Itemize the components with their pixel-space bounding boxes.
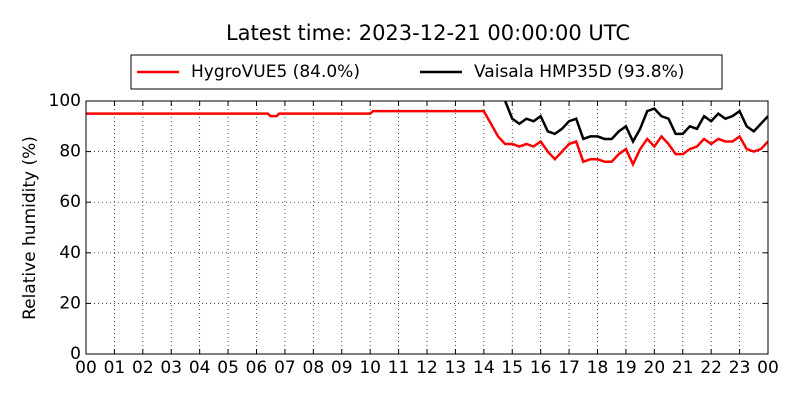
x-tick-label: 10	[359, 358, 381, 378]
data-line	[86, 109, 768, 168]
y-tick-label: 80	[59, 142, 81, 162]
x-tick-label: 12	[416, 358, 438, 378]
x-tick-label: 19	[615, 358, 637, 378]
x-tick-label: 02	[132, 358, 154, 378]
x-tick-label: 05	[217, 358, 239, 378]
legend-label: HygroVUE5 (84.0%)	[191, 62, 360, 82]
y-tick-label: 40	[59, 243, 81, 263]
x-tick-label: 13	[445, 358, 467, 378]
x-tick-label: 14	[473, 358, 495, 378]
x-tick-label: 23	[729, 358, 751, 378]
x-tick-label: 00	[757, 358, 779, 378]
x-tick-label: 21	[672, 358, 694, 378]
x-tick-label: 15	[501, 358, 523, 378]
x-tick-label: 04	[189, 358, 211, 378]
chart-title: Latest time: 2023-12-21 00:00:00 UTC	[226, 21, 630, 45]
x-tick-label: 07	[274, 358, 296, 378]
x-tick-label: 20	[644, 358, 666, 378]
x-tick-label: 03	[160, 358, 182, 378]
x-tick-label: 01	[104, 358, 126, 378]
x-tick-label: 16	[530, 358, 552, 378]
plot-frame	[85, 100, 769, 355]
y-tick-label: 20	[59, 293, 81, 313]
y-axis-label: Relative humidity (%)	[20, 136, 40, 320]
y-tick-label: 60	[59, 192, 81, 212]
x-tick-label: 11	[388, 358, 410, 378]
x-tick-label: 17	[558, 358, 580, 378]
legend-label: Vaisala HMP35D (93.8%)	[474, 62, 684, 82]
data-line	[503, 101, 768, 145]
x-tick-label: 08	[303, 358, 325, 378]
x-tick-label: 06	[246, 358, 268, 378]
x-tick-label: 22	[700, 358, 722, 378]
x-tick-label: 09	[331, 358, 353, 378]
legend: HygroVUE5 (84.0%) Vaisala HMP35D (93.8%)	[130, 54, 723, 90]
y-tick-label: 0	[70, 344, 81, 364]
x-tick-label: 18	[587, 358, 609, 378]
y-tick-label: 100	[49, 91, 81, 111]
x-tick-label: 00	[75, 358, 97, 378]
